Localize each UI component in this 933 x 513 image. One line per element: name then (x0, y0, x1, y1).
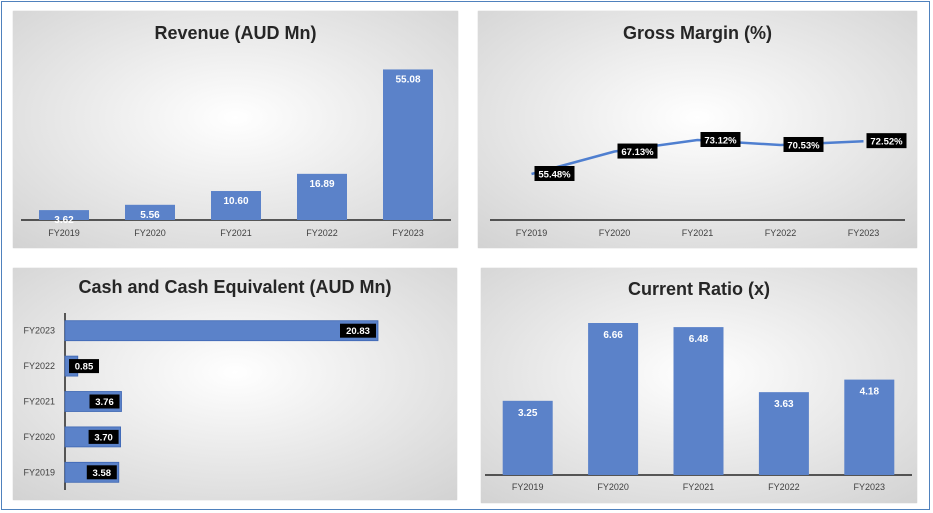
x-tick-label: FY2021 (683, 482, 715, 492)
cash-chart-plot: 20.83 FY2023 0.85 FY2022 3.76 FY2021 3.70 FY202… (13, 268, 457, 500)
bar (588, 323, 639, 475)
data-label: 4.18 (860, 387, 880, 398)
bar (39, 210, 89, 220)
data-label: 70.53% (787, 140, 820, 151)
current-ratio-chart: 3.25 FY2019 6.66 FY2020 6.48 FY2021 3.63 FY2022… (481, 268, 917, 503)
data-label-box (69, 359, 99, 374)
bar (673, 327, 724, 475)
data-label-box (340, 323, 376, 338)
data-label: 3.63 (774, 399, 794, 410)
chart-background (478, 11, 917, 248)
data-label: 3.76 (95, 397, 114, 408)
data-label: 6.66 (603, 330, 623, 341)
data-label: 55.48% (538, 170, 571, 181)
gross-margin-chart-plot: 55.48% FY2019 67.13% FY2020 73.12% FY2021 70.5… (478, 11, 917, 248)
current-ratio-chart-title: Current Ratio (x) (627, 279, 770, 299)
chart-background (13, 268, 457, 500)
data-label-box (88, 429, 119, 444)
x-tick-label: FY2020 (599, 228, 631, 238)
data-label-box (86, 465, 117, 480)
x-tick-label: FY2022 (306, 228, 338, 238)
x-tick-label: FY2019 (512, 482, 544, 492)
revenue-chart-title: Revenue (AUD Mn) (154, 23, 317, 43)
data-label: 6.48 (689, 334, 709, 345)
y-tick-label: FY2022 (23, 361, 55, 371)
y-tick-label: FY2021 (23, 397, 55, 407)
x-tick-label: FY2021 (682, 228, 714, 238)
data-label: 55.08 (395, 74, 420, 85)
data-label-box (89, 394, 120, 409)
x-tick-label: FY2019 (516, 228, 548, 238)
x-tick-label: FY2022 (768, 482, 800, 492)
data-label: 10.60 (223, 196, 248, 207)
data-label-box (617, 143, 658, 159)
x-tick-label: FY2020 (134, 228, 166, 238)
x-tick-label: FY2022 (765, 228, 797, 238)
data-label: 3.25 (518, 408, 538, 419)
y-tick-label: FY2019 (23, 467, 55, 477)
data-label: 73.12% (704, 136, 737, 147)
bar (125, 204, 175, 220)
bar (383, 69, 433, 220)
data-label-box (866, 133, 907, 149)
bar (502, 400, 553, 475)
data-label: 16.89 (309, 179, 334, 190)
data-label-box (700, 132, 741, 147)
bar (844, 379, 895, 475)
y-tick-label: FY2020 (23, 432, 55, 442)
gross-margin-chart: 55.48% FY2019 67.13% FY2020 73.12% FY2021 70.5… (478, 11, 917, 248)
x-tick-label: FY2019 (48, 228, 80, 238)
bar (64, 320, 379, 342)
data-label: 0.85 (75, 362, 94, 373)
data-label: 72.52% (870, 137, 903, 148)
cash-chart-title: Cash and Cash Equivalent (AUD Mn) (78, 277, 392, 297)
bar (297, 173, 347, 220)
data-label: 5.56 (140, 210, 160, 221)
current-ratio-chart-plot: 3.25 FY2019 6.66 FY2020 6.48 FY2021 3.63 FY2022… (481, 268, 917, 503)
x-tick-label: FY2021 (220, 228, 252, 238)
data-label-box (783, 136, 824, 152)
revenue-chart-plot: 3.62 FY2019 5.56 FY2020 10.60 FY2021 16.89 FY20… (13, 11, 458, 248)
data-label-box (534, 166, 575, 181)
data-label: 67.13% (621, 147, 654, 158)
data-label: 3.58 (93, 468, 112, 479)
x-tick-label: FY2023 (392, 228, 424, 238)
x-tick-label: FY2023 (854, 482, 886, 492)
x-tick-label: FY2020 (597, 482, 629, 492)
x-tick-label: FY2023 (848, 228, 880, 238)
data-label: 3.62 (54, 215, 74, 226)
bar (758, 392, 809, 475)
revenue-chart: 3.62 FY2019 5.56 FY2020 10.60 FY2021 16.89 FY20… (13, 11, 458, 248)
gross-margin-chart-title: Gross Margin (%) (622, 23, 773, 43)
data-label: 3.70 (94, 432, 113, 443)
cash-chart: 20.83 FY2023 0.85 FY2022 3.76 FY2021 3.70 FY202… (13, 268, 457, 500)
bar (211, 191, 261, 220)
y-tick-label: FY2023 (23, 326, 55, 336)
data-label: 20.83 (346, 326, 370, 337)
